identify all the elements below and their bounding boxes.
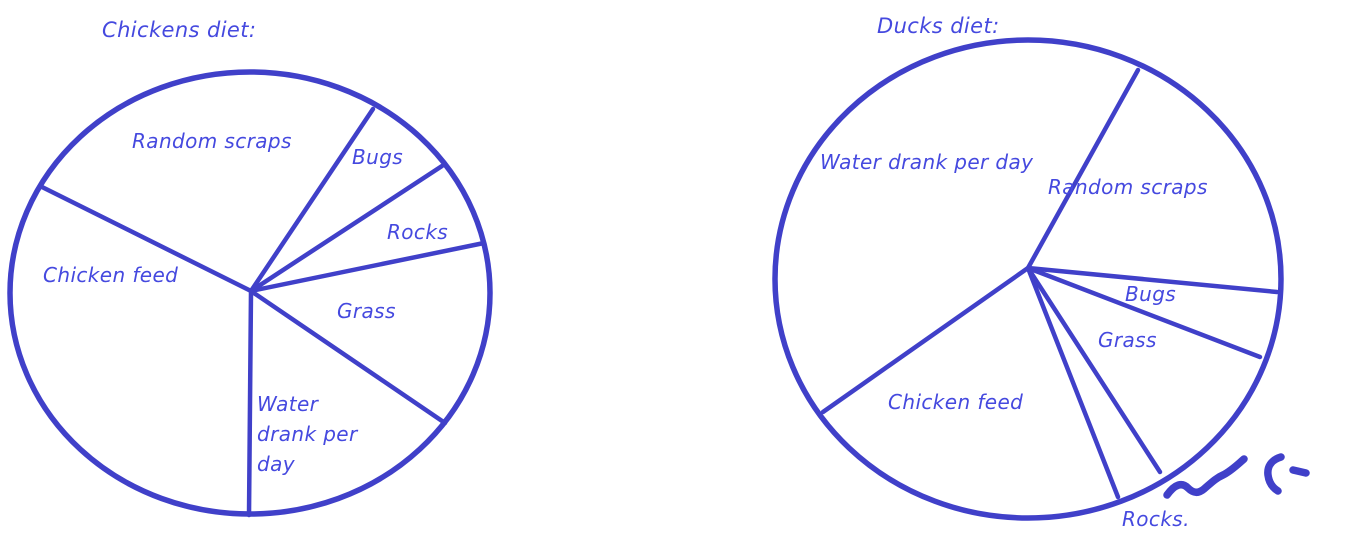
chickens-label-water-line2: drank per — [257, 422, 358, 446]
chickens-label-grass: Grass — [337, 299, 396, 323]
ducks-slice-grass-rocks — [1025, 265, 1163, 475]
ducks-slice-water-random — [1025, 67, 1141, 271]
chickens-chart-title: Chickens diet: — [102, 18, 257, 42]
chickens-label-water: Water drank per day — [257, 389, 367, 479]
rocks-squiggle-hook — [1264, 453, 1285, 495]
ducks-chart-title: Ducks diet: — [877, 14, 1000, 38]
rocks-squiggle-arrow — [1163, 455, 1248, 499]
ducks-label-bugs: Bugs — [1125, 282, 1177, 306]
ducks-label-chicken-feed: Chicken feed — [888, 390, 1024, 414]
chickens-label-random-scraps: Random scraps — [132, 129, 292, 153]
chickens-slice-bugs-rocks — [248, 163, 445, 294]
chickens-label-bugs: Bugs — [352, 145, 404, 169]
ducks-pie-outline — [772, 37, 1284, 521]
ducks-label-grass: Grass — [1098, 328, 1157, 352]
ducks-label-random-scraps: Random scraps — [1048, 175, 1208, 199]
ducks-slice-rocks-feed — [1025, 265, 1121, 500]
chickens-slice-water-feed — [246, 288, 254, 518]
chickens-label-rocks: Rocks — [387, 220, 449, 244]
chickens-label-water-line1: Water — [257, 392, 319, 416]
chickens-pie — [7, 69, 493, 518]
ducks-pie — [772, 37, 1310, 521]
ducks-slice-bugs-grass — [1025, 265, 1263, 360]
chickens-label-water-line3: day — [257, 452, 295, 476]
chickens-slice-random-bugs — [248, 106, 376, 294]
chickens-slice-grass-water — [248, 288, 448, 426]
ducks-slice-feed-water — [820, 265, 1031, 415]
ducks-slice-random-bugs — [1025, 265, 1280, 295]
ducks-label-water: Water drank per day — [820, 150, 1034, 174]
chickens-label-chicken-feed: Chicken feed — [43, 263, 179, 287]
rocks-squiggle-dash — [1289, 466, 1310, 477]
chickens-slice-rocks-grass — [248, 240, 487, 294]
ducks-label-rocks: Rocks. — [1122, 507, 1190, 531]
chickens-slice-feed-random — [39, 184, 254, 294]
